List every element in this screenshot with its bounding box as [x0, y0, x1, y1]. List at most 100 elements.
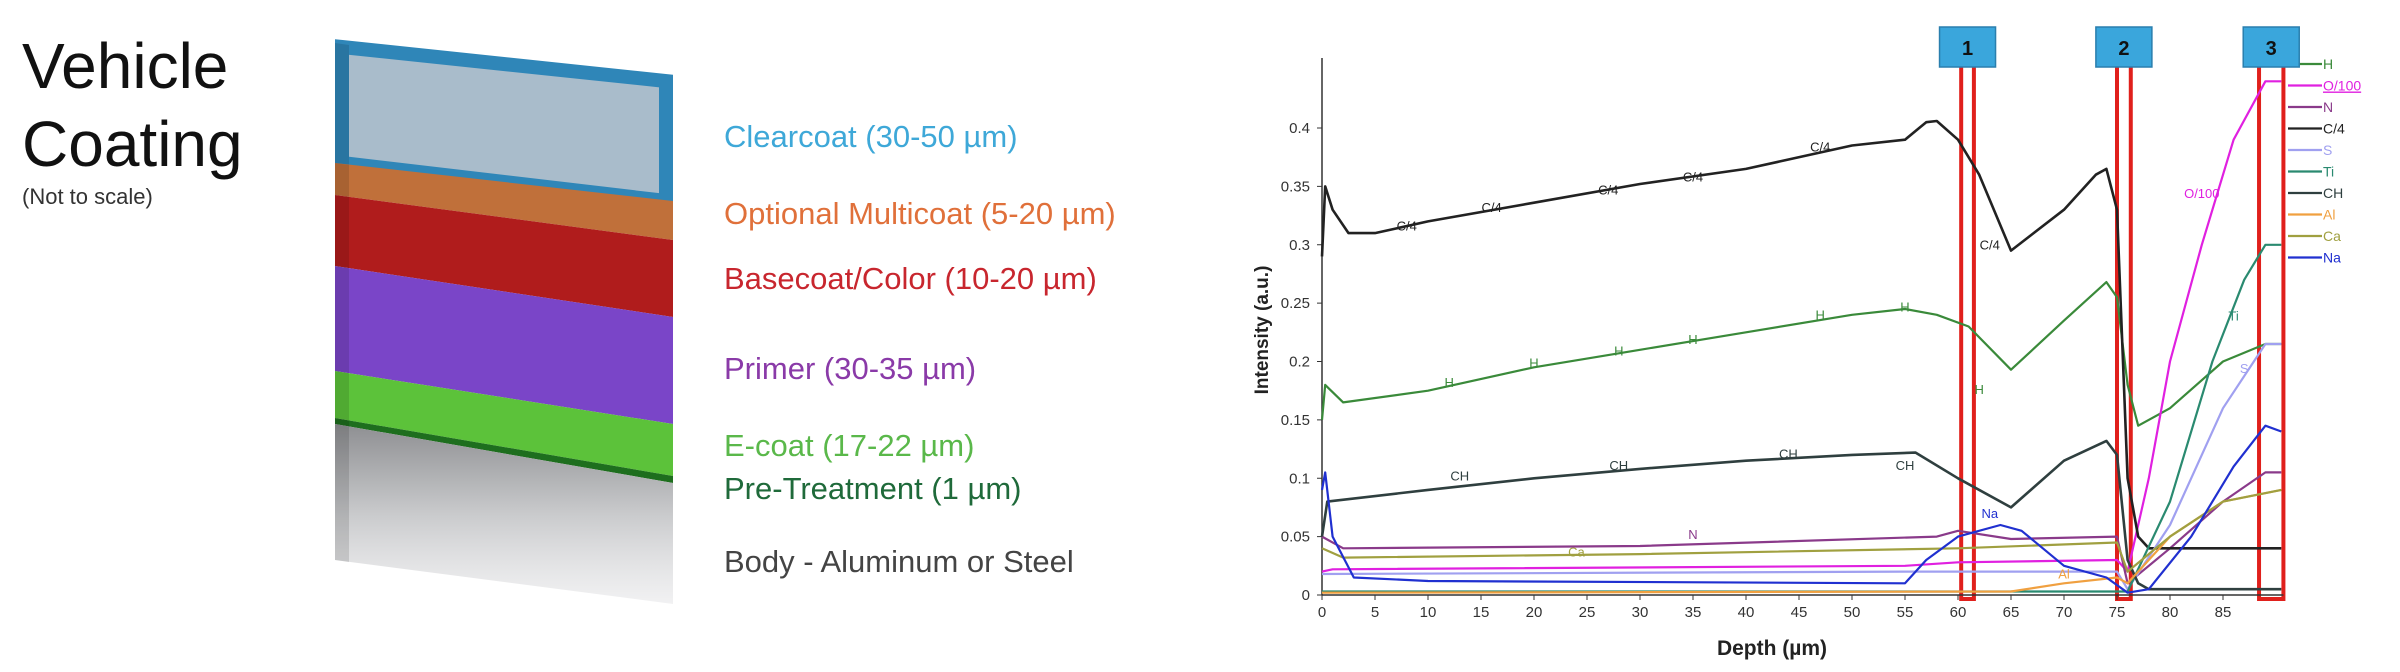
x-tick-label: 25 — [1579, 604, 1596, 621]
x-tick-label: 50 — [1844, 604, 1861, 621]
curve-annotation: H — [1900, 299, 1909, 314]
layer-clearcoat — [335, 43, 673, 201]
curve-annotation: Al — [2058, 567, 2070, 582]
y-tick-label: 0 — [1302, 587, 1310, 604]
legend-item: Ti — [2323, 164, 2334, 180]
layer-side-shade — [335, 266, 349, 373]
curve-annotation: H — [1975, 382, 1984, 397]
curve-annotation: H — [1529, 355, 1538, 370]
legend-item: Na — [2323, 250, 2341, 266]
x-tick-label: 55 — [1897, 604, 1914, 621]
curve-annotation: C/4 — [1397, 219, 1417, 234]
y-tick-label: 0.25 — [1281, 295, 1310, 312]
marker-region-1 — [1959, 63, 1976, 601]
series-line-ti — [1322, 243, 2282, 593]
marker-box-1 — [1938, 26, 1997, 68]
layer-multicoat — [335, 163, 673, 240]
layer-label-ecoat: E-coat (17-22 µm) — [724, 428, 975, 463]
x-tick-label: 5 — [1371, 604, 1379, 621]
x-tick-label: 80 — [2162, 604, 2179, 621]
layer-body — [335, 424, 673, 604]
x-tick-label: 65 — [2003, 604, 2020, 621]
series-line-na — [1320, 424, 2282, 594]
legend-item: S — [2323, 142, 2332, 158]
curve-annotation: C/4 — [1683, 170, 1703, 185]
y-axis-label: Intensity (a.u.) — [1252, 266, 1273, 395]
curve-annotation: C/4 — [1598, 183, 1618, 198]
legend-item: H — [2323, 56, 2333, 72]
series-line-n — [1321, 471, 2282, 585]
curve-annotation: H — [1816, 307, 1825, 322]
layer-label-clearcoat: Clearcoat (30-50 µm) — [724, 119, 1018, 154]
legend-item: O/100 — [2323, 78, 2361, 94]
layer-label-multicoat: Optional Multicoat (5-20 µm) — [724, 196, 1116, 231]
series-line-c-4 — [1320, 119, 2282, 550]
x-tick-label: 45 — [1791, 604, 1808, 621]
curve-annotation: N — [1688, 527, 1697, 542]
marker-label-3: 3 — [2266, 38, 2277, 60]
layer-basecoat — [335, 195, 673, 317]
curve-annotation: CH — [1779, 446, 1798, 461]
marker-box-3 — [2242, 26, 2300, 68]
y-tick-label: 0.15 — [1281, 412, 1310, 429]
curve-annotation: Na — [1981, 506, 1998, 521]
curve-annotation: C/4 — [1810, 139, 1830, 154]
legend-item: N — [2323, 99, 2333, 115]
x-tick-label: 10 — [1420, 604, 1437, 621]
curve-annotation: H — [1688, 332, 1697, 347]
curve-annotation: C/4 — [1980, 237, 2000, 252]
layer-side-shade — [335, 195, 349, 268]
x-tick-label: 75 — [2109, 604, 2126, 621]
x-tick-label: 15 — [1473, 604, 1490, 621]
x-tick-label: 40 — [1738, 604, 1755, 621]
marker-box-2 — [2095, 26, 2153, 68]
legend-item: C/4 — [2323, 121, 2345, 137]
y-tick-label: 0.2 — [1289, 354, 1310, 371]
layer-label-basecoat: Basecoat/Color (10-20 µm) — [724, 261, 1097, 296]
y-tick-label: 0.3 — [1289, 237, 1310, 254]
layer-label-pretreatment: Pre-Treatment (1 µm) — [724, 471, 1022, 506]
layer-side-shade — [335, 163, 349, 197]
diagram-title-line2: Coating — [22, 108, 243, 180]
marker-label-1: 1 — [1962, 38, 1973, 60]
curve-annotation: Ca — [1568, 544, 1585, 559]
x-tick-label: 70 — [2056, 604, 2073, 621]
curve-annotation: C/4 — [1481, 200, 1501, 215]
layer-side-shade — [335, 43, 349, 165]
layer-side-shade — [335, 418, 349, 426]
layer-side-shade — [335, 424, 349, 562]
layer-label-primer: Primer (30-35 µm) — [724, 351, 977, 386]
curve-annotation: CH — [1896, 458, 1915, 473]
coating-layer-block — [335, 39, 673, 604]
x-tick-label: 85 — [2215, 604, 2232, 621]
curve-annotation: H — [1445, 375, 1454, 390]
y-tick-label: 0.35 — [1281, 178, 1310, 195]
y-tick-label: 0.4 — [1289, 120, 1310, 137]
series-line-o-100 — [1321, 80, 2282, 573]
curve-annotation: O/100 — [2184, 186, 2219, 201]
curve-annotation: H — [1614, 344, 1623, 359]
legend-item: Al — [2323, 207, 2335, 223]
layer-label-body: Body - Aluminum or Steel — [724, 544, 1074, 579]
layer-primer — [335, 266, 673, 424]
x-axis-label: Depth (µm) — [1717, 637, 1827, 660]
x-tick-label: 0 — [1318, 604, 1326, 621]
y-tick-label: 0.1 — [1289, 470, 1310, 487]
series-line-s — [1321, 342, 2282, 591]
legend-item: CH — [2323, 185, 2343, 201]
layer-side-shade — [335, 371, 349, 420]
y-tick-label: 0.05 — [1281, 529, 1310, 546]
x-tick-label: 60 — [1950, 604, 1967, 621]
curve-annotation: Ti — [2228, 309, 2238, 324]
layer-pretreatment — [335, 418, 673, 483]
marker-region-3 — [2257, 63, 2286, 601]
x-tick-label: 30 — [1632, 604, 1649, 621]
diagram-title-line1: Vehicle — [22, 30, 229, 102]
curve-annotation: CH — [1609, 458, 1628, 473]
diagram-subtitle: (Not to scale) — [22, 184, 153, 209]
marker-label-2: 2 — [2118, 38, 2129, 60]
series-line-h — [1320, 281, 2282, 427]
legend-item: Ca — [2323, 228, 2341, 244]
curve-annotation: S — [2240, 361, 2249, 376]
